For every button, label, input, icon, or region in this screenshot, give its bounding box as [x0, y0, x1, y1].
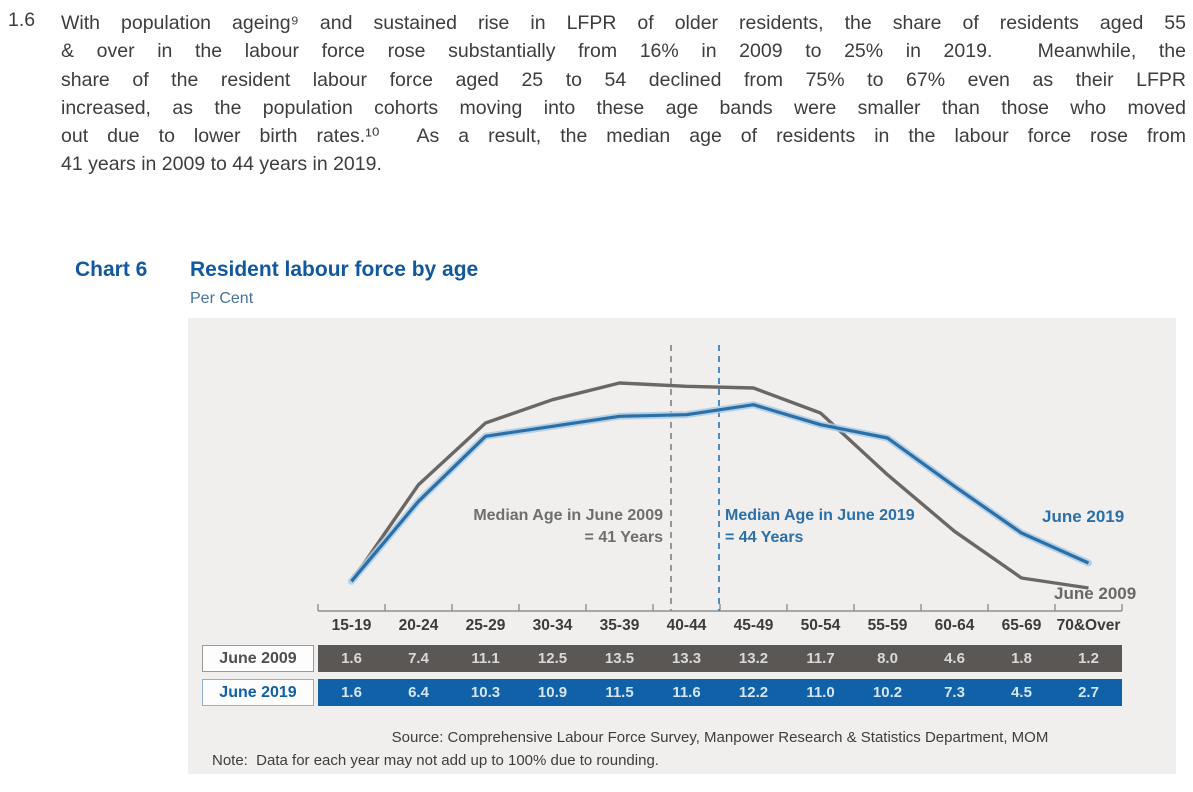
- paragraph-line: out due to lower birth rates.¹⁰ As a res…: [61, 125, 1186, 148]
- table-row-june-2009: June 2009 1.6 7.4 11.1 12.5 13.5 13.3 13.2 11.7…: [202, 645, 1122, 672]
- table-cell: 6.4: [408, 684, 429, 701]
- x-axis-label: 45-49: [733, 617, 774, 634]
- paragraph-number: 1.6: [8, 9, 36, 31]
- chart-title: Resident labour force by age: [190, 258, 479, 281]
- paragraph-line: increased, as the population cohorts mov…: [61, 96, 1186, 119]
- paragraph-text: With population ageing⁹ and sustained ri…: [61, 9, 1186, 179]
- x-axis-label: 15-19: [331, 617, 372, 634]
- table-cell: 1.6: [341, 650, 362, 667]
- x-axis-label: 70&Over: [1056, 617, 1121, 634]
- table-cell: 11.5: [605, 684, 634, 701]
- table-cell: 13.3: [671, 650, 702, 667]
- x-axis-label: 35-39: [599, 617, 640, 634]
- table-cell: 1.2: [1078, 650, 1099, 667]
- median-2019-annotation-line2: = 44 Years: [725, 528, 804, 546]
- table-cell: 12.5: [537, 650, 568, 667]
- table-cell: 11.1: [471, 650, 500, 667]
- table-cell: 2.7: [1078, 684, 1099, 701]
- table-row-june-2019: June 2019 1.6 6.4 10.3 10.9 11.5 11.6 12.2 11.0…: [202, 679, 1122, 706]
- table-cell: 11.0: [806, 684, 835, 701]
- table-cell: 11.6: [672, 684, 701, 701]
- row-header-june-2009: June 2009: [202, 645, 314, 672]
- x-axis-label: 20-24: [398, 617, 439, 634]
- table-cell: 12.2: [738, 684, 769, 701]
- table-cell: 10.9: [537, 684, 568, 701]
- table-cell: 4.6: [944, 650, 965, 667]
- source-text: Source: Comprehensive Labour Force Surve…: [391, 729, 1049, 746]
- median-2009-annotation-line2: = 41 Years: [584, 528, 663, 546]
- paragraph-line: With population ageing⁹ and sustained ri…: [61, 12, 1186, 34]
- x-axis-label: 30-34: [532, 617, 573, 634]
- table-cell: 7.4: [408, 650, 429, 667]
- x-axis-label: 55-59: [867, 617, 908, 634]
- chart-unit-label: Per Cent: [190, 290, 254, 307]
- x-axis-label: 50-54: [800, 617, 841, 634]
- paragraph-line: 41 years in 2009 to 44 years in 2019.: [61, 153, 382, 176]
- table-cell: 1.6: [341, 684, 362, 701]
- series-label-june-2009: June 2009: [1054, 584, 1137, 603]
- median-2009-annotation: Median Age in June 2009 = 41 Years: [473, 505, 663, 548]
- table-cell: 13.2: [738, 650, 769, 667]
- table-cell: 4.5: [1011, 684, 1032, 701]
- row-values-june-2019: 1.6 6.4 10.3 10.9 11.5 11.6 12.2 11.0 10.2 7.3 4.5…: [318, 679, 1122, 706]
- paragraph-line: share of the resident labour force aged …: [61, 68, 1186, 91]
- line-chart: [317, 345, 1123, 612]
- row-values-june-2009: 1.6 7.4 11.1 12.5 13.5 13.3 13.2 11.7 8.0 4.6 1.8 1…: [318, 645, 1122, 672]
- june-2019-line: [350, 403, 1090, 583]
- median-2019-annotation: Median Age in June 2019 = 44 Years: [725, 505, 915, 548]
- median-2019-annotation-line1: Median Age in June 2019: [725, 507, 915, 524]
- june-2019-line-halo: [348, 401, 1092, 585]
- table-cell: 8.0: [877, 650, 898, 667]
- table-cell: 11.7: [806, 650, 835, 667]
- chart-number-label: Chart 6: [75, 258, 148, 281]
- table-cell: 10.2: [872, 684, 903, 701]
- table-cell: 7.3: [944, 684, 965, 701]
- x-axis-label: 65-69: [1001, 617, 1042, 634]
- x-axis-labels: 15-19 20-24 25-29 30-34 35-39 40-44 45-49 50-54…: [318, 617, 1122, 635]
- x-axis-label: 25-29: [465, 617, 506, 634]
- x-axis-label: 60-64: [934, 617, 975, 634]
- table-cell: 1.8: [1011, 650, 1032, 667]
- x-axis-label: 40-44: [666, 617, 707, 634]
- note-text: Note: Data for each year may not add up …: [212, 752, 659, 769]
- row-header-june-2019: June 2019: [202, 679, 314, 706]
- chart-panel: Median Age in June 2009 = 41 Years Media…: [188, 318, 1176, 774]
- table-cell: 13.5: [604, 650, 635, 667]
- paragraph-line: & over in the labour force rose substant…: [61, 40, 1186, 63]
- series-label-june-2019: June 2019: [1042, 507, 1125, 526]
- median-2009-annotation-line1: Median Age in June 2009: [473, 507, 663, 524]
- table-cell: 10.3: [470, 684, 501, 701]
- june-2009-line: [350, 381, 1089, 590]
